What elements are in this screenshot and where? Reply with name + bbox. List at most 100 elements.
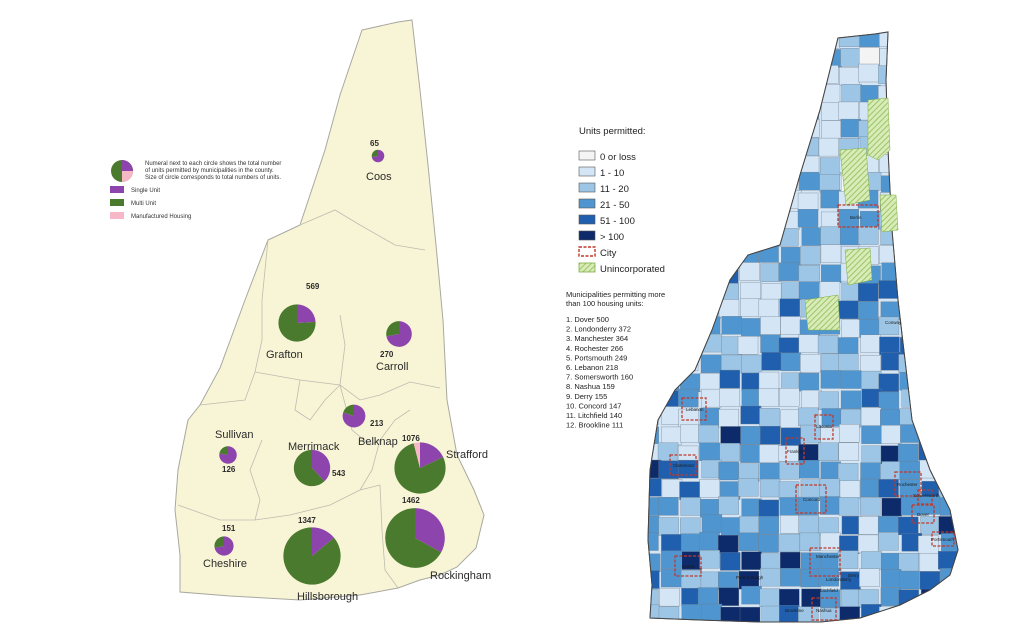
municipality-cell xyxy=(681,153,702,173)
municipality-cell xyxy=(878,373,899,392)
municipality-cell xyxy=(798,606,819,622)
municipality-cell xyxy=(721,192,743,211)
municipality-cell xyxy=(759,46,780,66)
municipality-cell xyxy=(740,32,761,47)
municipality-cell xyxy=(740,209,761,228)
municipality-cell xyxy=(840,390,862,409)
municipality-cell xyxy=(658,354,680,374)
county-total-sullivan: 126 xyxy=(222,465,236,474)
municipality-cell xyxy=(648,82,661,102)
municipality-cell xyxy=(920,65,942,84)
municipality-cell xyxy=(818,391,839,410)
municipality-cell xyxy=(780,46,802,65)
county-name-strafford: Strafford xyxy=(446,449,488,461)
municipality-cell xyxy=(659,118,681,138)
municipality-cell xyxy=(757,65,779,85)
municipality-cell xyxy=(638,624,658,634)
municipality-cell xyxy=(938,281,958,300)
municipality-cell xyxy=(861,551,882,570)
municipality-cell xyxy=(899,570,920,590)
municipality-cell xyxy=(721,119,742,138)
municipality-cell xyxy=(920,317,942,336)
municipality-cell xyxy=(741,498,762,517)
municipality-cell xyxy=(661,243,683,263)
municipality-cell xyxy=(758,298,780,318)
municipality-cell xyxy=(720,172,741,191)
pie-slice-single xyxy=(415,508,445,553)
municipality-cell xyxy=(778,228,799,247)
bin-swatches xyxy=(578,150,596,241)
municipality-cell xyxy=(700,154,721,173)
municipality-cell xyxy=(918,101,939,120)
municipality-cell xyxy=(798,155,820,175)
municipality-cell xyxy=(758,388,779,407)
municipality-cell xyxy=(918,625,938,634)
municipality-cell xyxy=(798,372,820,392)
municipality-cell xyxy=(820,244,842,263)
municipality-cell xyxy=(781,64,802,83)
municipality-cell xyxy=(678,283,699,302)
municipality-cell xyxy=(860,355,881,374)
municipality-cell xyxy=(719,136,740,156)
bin-label-3: 21 - 50 xyxy=(600,200,630,211)
municipality-cell xyxy=(838,101,859,121)
municipality-cell xyxy=(660,207,681,227)
municipality-cell xyxy=(698,227,720,247)
municipality-cell xyxy=(780,427,802,447)
municipality-cell xyxy=(819,32,840,49)
city-outline-concord xyxy=(795,484,827,514)
municipality-cell xyxy=(920,207,941,227)
municipality-cell xyxy=(700,210,721,230)
municipality-cell xyxy=(881,175,902,194)
municipality-cell xyxy=(738,102,759,121)
municipality-cell xyxy=(839,480,861,499)
municipality-cell xyxy=(718,228,739,247)
municipality-cell xyxy=(739,49,760,68)
right-map: Berlin Conway Lebanon Laconia Claremont … xyxy=(566,31,961,634)
municipality-cell xyxy=(780,515,801,534)
municipality-cell xyxy=(780,568,801,587)
municipality-cell xyxy=(939,67,958,86)
municipality-cell xyxy=(899,157,920,176)
county-labels: 65 Coos 569 Grafton 270 Carroll Sullivan… xyxy=(203,139,491,603)
legend-swatch-single-unit xyxy=(110,186,124,193)
municipality-cell xyxy=(659,317,680,337)
municipality-cell xyxy=(718,408,739,428)
municipality-cell xyxy=(837,550,859,569)
municipality-cell xyxy=(898,516,919,536)
municipality-cell xyxy=(659,587,680,607)
municipality-cell xyxy=(718,32,739,49)
left-legend: Numeral next to each circle shows the to… xyxy=(110,160,281,220)
municipality-cell xyxy=(718,246,740,265)
municipality-cell xyxy=(679,264,700,283)
municipality-cell xyxy=(760,192,782,211)
pie-slice-multi xyxy=(283,527,341,585)
municipality-cell xyxy=(679,481,700,500)
municipality-cell xyxy=(759,209,780,228)
municipality-cell xyxy=(659,32,680,49)
municipality-cell xyxy=(738,193,760,212)
municipality-cell xyxy=(939,389,958,409)
municipality-cell xyxy=(759,408,780,427)
county-total-hillsborough: 1347 xyxy=(298,516,316,525)
pie-cheshire xyxy=(214,536,234,556)
municipality-cell xyxy=(900,229,922,248)
municipality-cell xyxy=(941,623,961,634)
municipality-cell xyxy=(779,624,799,634)
municipality-cell xyxy=(919,121,940,140)
map-label-derry: Derry xyxy=(848,573,860,578)
municipality-cell xyxy=(758,118,780,137)
municipality-cell xyxy=(797,192,819,212)
municipality-cell xyxy=(761,623,781,634)
municipality-cell xyxy=(819,174,840,193)
municipality-cell xyxy=(838,300,859,320)
municipality-cell xyxy=(661,534,682,553)
municipality-cell xyxy=(842,626,862,634)
city-outlines xyxy=(669,204,955,621)
city-outline-claremont xyxy=(669,454,697,476)
municipality-cell xyxy=(698,262,720,281)
municipality-cell xyxy=(822,626,842,634)
municipality-cell xyxy=(781,281,802,300)
city-outline-portsmouth xyxy=(931,531,955,547)
municipality-cell xyxy=(920,337,941,357)
